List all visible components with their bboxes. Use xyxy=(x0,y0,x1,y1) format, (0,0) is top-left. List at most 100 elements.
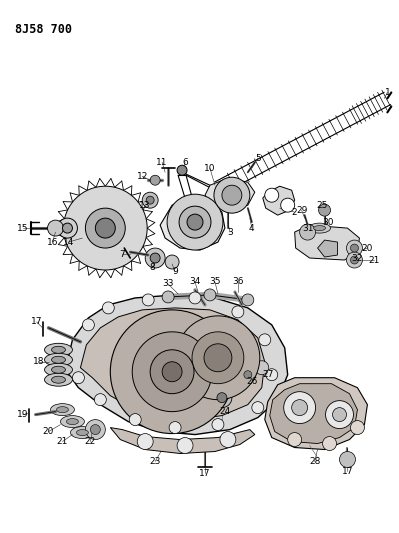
Ellipse shape xyxy=(308,223,330,233)
Circle shape xyxy=(150,175,160,185)
Ellipse shape xyxy=(77,430,89,435)
Text: 5: 5 xyxy=(255,154,261,163)
Text: 32: 32 xyxy=(352,254,363,263)
Circle shape xyxy=(91,425,100,434)
Circle shape xyxy=(242,294,254,306)
Text: 16: 16 xyxy=(47,238,58,247)
Circle shape xyxy=(292,400,308,416)
Circle shape xyxy=(177,438,193,454)
Text: 24: 24 xyxy=(219,407,231,416)
Circle shape xyxy=(57,218,77,238)
Circle shape xyxy=(165,255,179,269)
Text: 35: 35 xyxy=(209,278,221,286)
Circle shape xyxy=(132,332,212,411)
Text: 36: 36 xyxy=(232,278,244,286)
Circle shape xyxy=(162,291,174,303)
Circle shape xyxy=(318,204,330,216)
Ellipse shape xyxy=(67,418,79,425)
Text: 23: 23 xyxy=(150,457,161,466)
Text: 13: 13 xyxy=(139,200,151,209)
Circle shape xyxy=(142,192,158,208)
Text: 4: 4 xyxy=(249,224,255,232)
Circle shape xyxy=(177,165,187,175)
Circle shape xyxy=(284,392,316,424)
Ellipse shape xyxy=(51,366,65,373)
Text: 1: 1 xyxy=(385,88,390,97)
Circle shape xyxy=(204,344,232,372)
Circle shape xyxy=(232,306,244,318)
Text: 20: 20 xyxy=(362,244,373,253)
Circle shape xyxy=(255,361,269,375)
Ellipse shape xyxy=(51,346,65,353)
Text: 18: 18 xyxy=(33,357,44,366)
Ellipse shape xyxy=(51,376,65,383)
Text: 6: 6 xyxy=(182,158,188,167)
Ellipse shape xyxy=(61,416,85,427)
Circle shape xyxy=(217,393,227,402)
Circle shape xyxy=(220,432,236,448)
Text: 21: 21 xyxy=(57,437,68,446)
Text: 17: 17 xyxy=(342,467,353,476)
Circle shape xyxy=(350,244,358,252)
Circle shape xyxy=(95,394,106,406)
Circle shape xyxy=(142,294,154,306)
Circle shape xyxy=(47,220,63,236)
Circle shape xyxy=(300,224,316,240)
Circle shape xyxy=(146,196,154,204)
Polygon shape xyxy=(160,198,225,250)
Circle shape xyxy=(350,256,358,264)
Text: 15: 15 xyxy=(17,224,28,232)
Circle shape xyxy=(212,418,224,431)
Circle shape xyxy=(288,433,302,447)
Circle shape xyxy=(240,367,256,383)
Ellipse shape xyxy=(45,373,73,386)
Circle shape xyxy=(169,422,181,433)
Circle shape xyxy=(222,185,242,205)
Circle shape xyxy=(167,194,223,250)
Circle shape xyxy=(192,332,244,384)
Text: 25: 25 xyxy=(316,200,327,209)
Text: 17: 17 xyxy=(31,317,42,326)
Text: 20: 20 xyxy=(43,427,54,436)
Polygon shape xyxy=(318,240,338,257)
Text: 11: 11 xyxy=(156,158,168,167)
Ellipse shape xyxy=(45,353,73,366)
Text: 22: 22 xyxy=(85,437,96,446)
Circle shape xyxy=(145,248,165,268)
Text: 8J58 700: 8J58 700 xyxy=(15,22,72,36)
Circle shape xyxy=(281,198,295,212)
Circle shape xyxy=(214,177,250,213)
Circle shape xyxy=(73,372,85,384)
Polygon shape xyxy=(265,378,367,449)
Text: 14: 14 xyxy=(63,238,74,247)
Text: 10: 10 xyxy=(204,164,216,173)
Circle shape xyxy=(85,419,105,440)
Text: 31: 31 xyxy=(302,224,313,232)
Circle shape xyxy=(63,186,147,270)
Circle shape xyxy=(346,240,362,256)
Circle shape xyxy=(187,214,203,230)
Circle shape xyxy=(95,218,115,238)
Circle shape xyxy=(179,206,211,238)
Circle shape xyxy=(332,408,346,422)
Circle shape xyxy=(102,302,114,314)
Text: 29: 29 xyxy=(296,206,307,215)
Circle shape xyxy=(162,362,182,382)
Circle shape xyxy=(212,387,232,408)
Ellipse shape xyxy=(51,356,65,364)
Polygon shape xyxy=(263,186,295,215)
Text: 21: 21 xyxy=(369,255,380,264)
Circle shape xyxy=(150,253,160,263)
Circle shape xyxy=(252,402,264,414)
Polygon shape xyxy=(270,384,358,443)
Text: 12: 12 xyxy=(136,172,148,181)
Circle shape xyxy=(150,350,194,394)
Polygon shape xyxy=(65,295,288,434)
Circle shape xyxy=(244,371,252,379)
Circle shape xyxy=(259,334,271,346)
Circle shape xyxy=(85,208,125,248)
Ellipse shape xyxy=(71,426,95,439)
Circle shape xyxy=(204,289,216,301)
Text: 26: 26 xyxy=(246,377,257,386)
Circle shape xyxy=(350,421,364,434)
